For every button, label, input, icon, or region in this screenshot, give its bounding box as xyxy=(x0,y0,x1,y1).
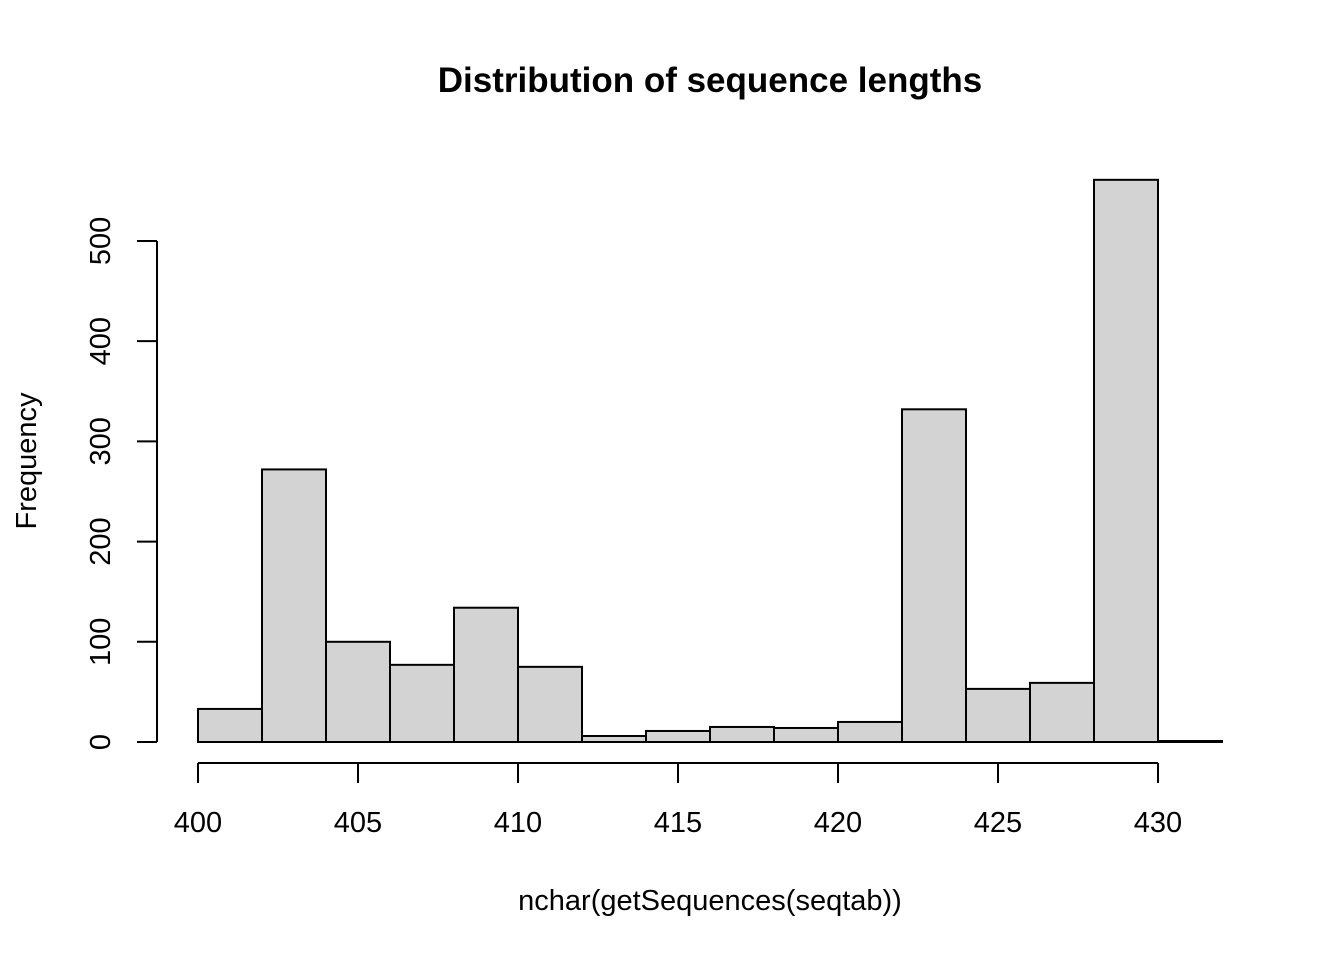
histogram-bar-402-404 xyxy=(261,468,327,743)
histogram-bar-400-402 xyxy=(197,707,263,744)
histogram-bar-420-422 xyxy=(837,720,903,744)
y-axis-label: Frequency xyxy=(11,392,43,530)
histogram-bar-406-408 xyxy=(389,663,455,744)
x-tick-label-430: 430 xyxy=(1134,807,1182,839)
y-tick-label-400: 400 xyxy=(85,317,117,365)
x-axis: 400 405 410 415 420 425 430 xyxy=(174,762,1182,839)
histogram-bar-430-432 xyxy=(1157,739,1223,744)
chart-title: Distribution of sequence lengths xyxy=(438,61,982,100)
y-tick-label-0: 0 xyxy=(85,734,117,750)
y-tick-label-500: 500 xyxy=(85,217,117,265)
x-tick-label-410: 410 xyxy=(494,807,542,839)
histogram-bar-414-416 xyxy=(645,729,711,744)
histogram-bar-426-428 xyxy=(1029,681,1095,743)
histogram-bar-422-424 xyxy=(901,408,967,743)
histogram-bar-404-406 xyxy=(325,640,391,743)
y-tick-label-300: 300 xyxy=(85,417,117,465)
histogram-bar-408-410 xyxy=(453,606,519,744)
y-axis: 0 100 200 300 400 500 xyxy=(85,217,158,750)
histogram-bar-428-430 xyxy=(1093,178,1159,743)
histogram-bar-418-420 xyxy=(773,726,839,743)
histogram-bar-416-418 xyxy=(709,725,775,744)
x-tick-label-400: 400 xyxy=(174,807,222,839)
x-axis-label: nchar(getSequences(seqtab)) xyxy=(518,885,902,917)
x-tick-label-415: 415 xyxy=(654,807,702,839)
x-tick-label-425: 425 xyxy=(974,807,1022,839)
histogram-bar-424-426 xyxy=(965,687,1031,743)
y-tick-label-100: 100 xyxy=(85,618,117,666)
histogram-bar-412-414 xyxy=(581,734,647,744)
y-tick-label-200: 200 xyxy=(85,517,117,565)
histogram-bar-410-412 xyxy=(517,665,583,744)
x-tick-label-420: 420 xyxy=(814,807,862,839)
x-tick-label-405: 405 xyxy=(334,807,382,839)
bars-group xyxy=(197,178,1223,744)
